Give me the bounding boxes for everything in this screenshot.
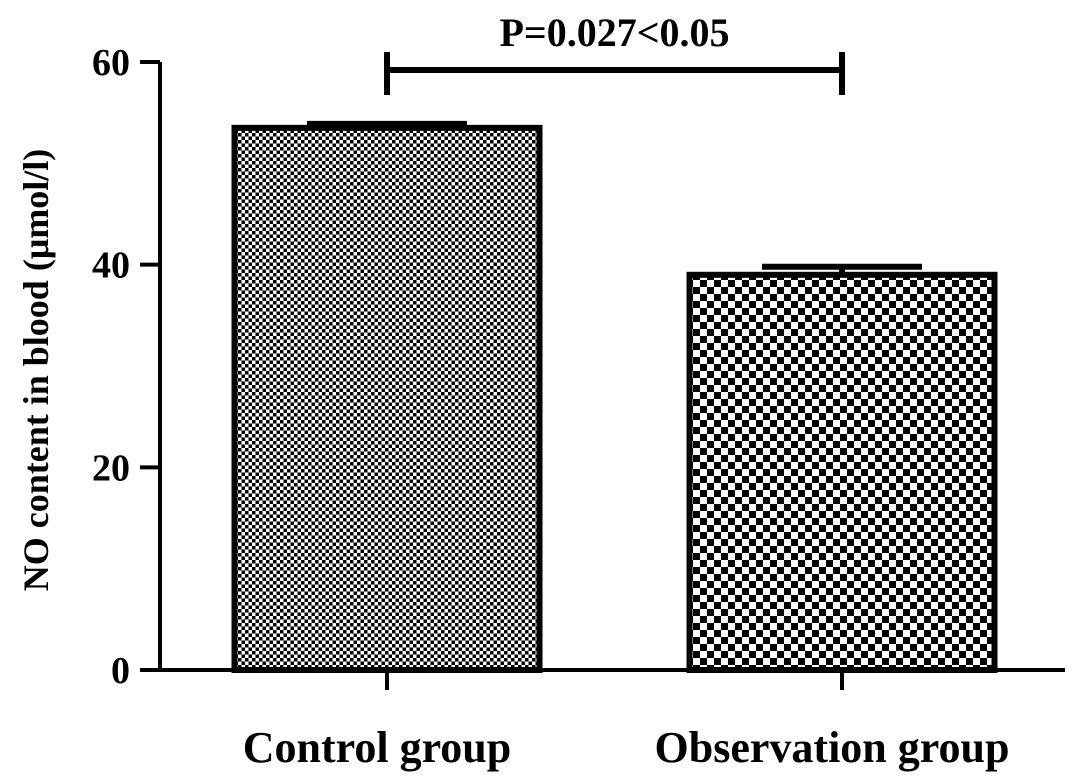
y-tick-label: 20 (92, 447, 130, 489)
bar-control-group (231, 124, 543, 674)
x-ticks-layer: Control group Observation group (243, 670, 1010, 772)
x-category-label: Observation group (655, 723, 1010, 772)
x-category-label: Control group (243, 723, 512, 772)
p-value-label: P=0.027<0.05 (499, 10, 729, 55)
y-tick-label: 0 (111, 650, 130, 692)
y-tick-label: 60 (92, 42, 130, 84)
bars-layer (231, 124, 998, 674)
error-bars-layer (307, 120, 922, 275)
significance-annotation: P=0.027<0.05 (384, 10, 845, 95)
y-tick-label: 40 (92, 245, 130, 287)
y-axis-label: NO content in blood (μmol/l) (16, 149, 56, 591)
y-ticks-layer: 0 20 40 60 (92, 42, 160, 692)
bar-observation-group (686, 271, 998, 673)
